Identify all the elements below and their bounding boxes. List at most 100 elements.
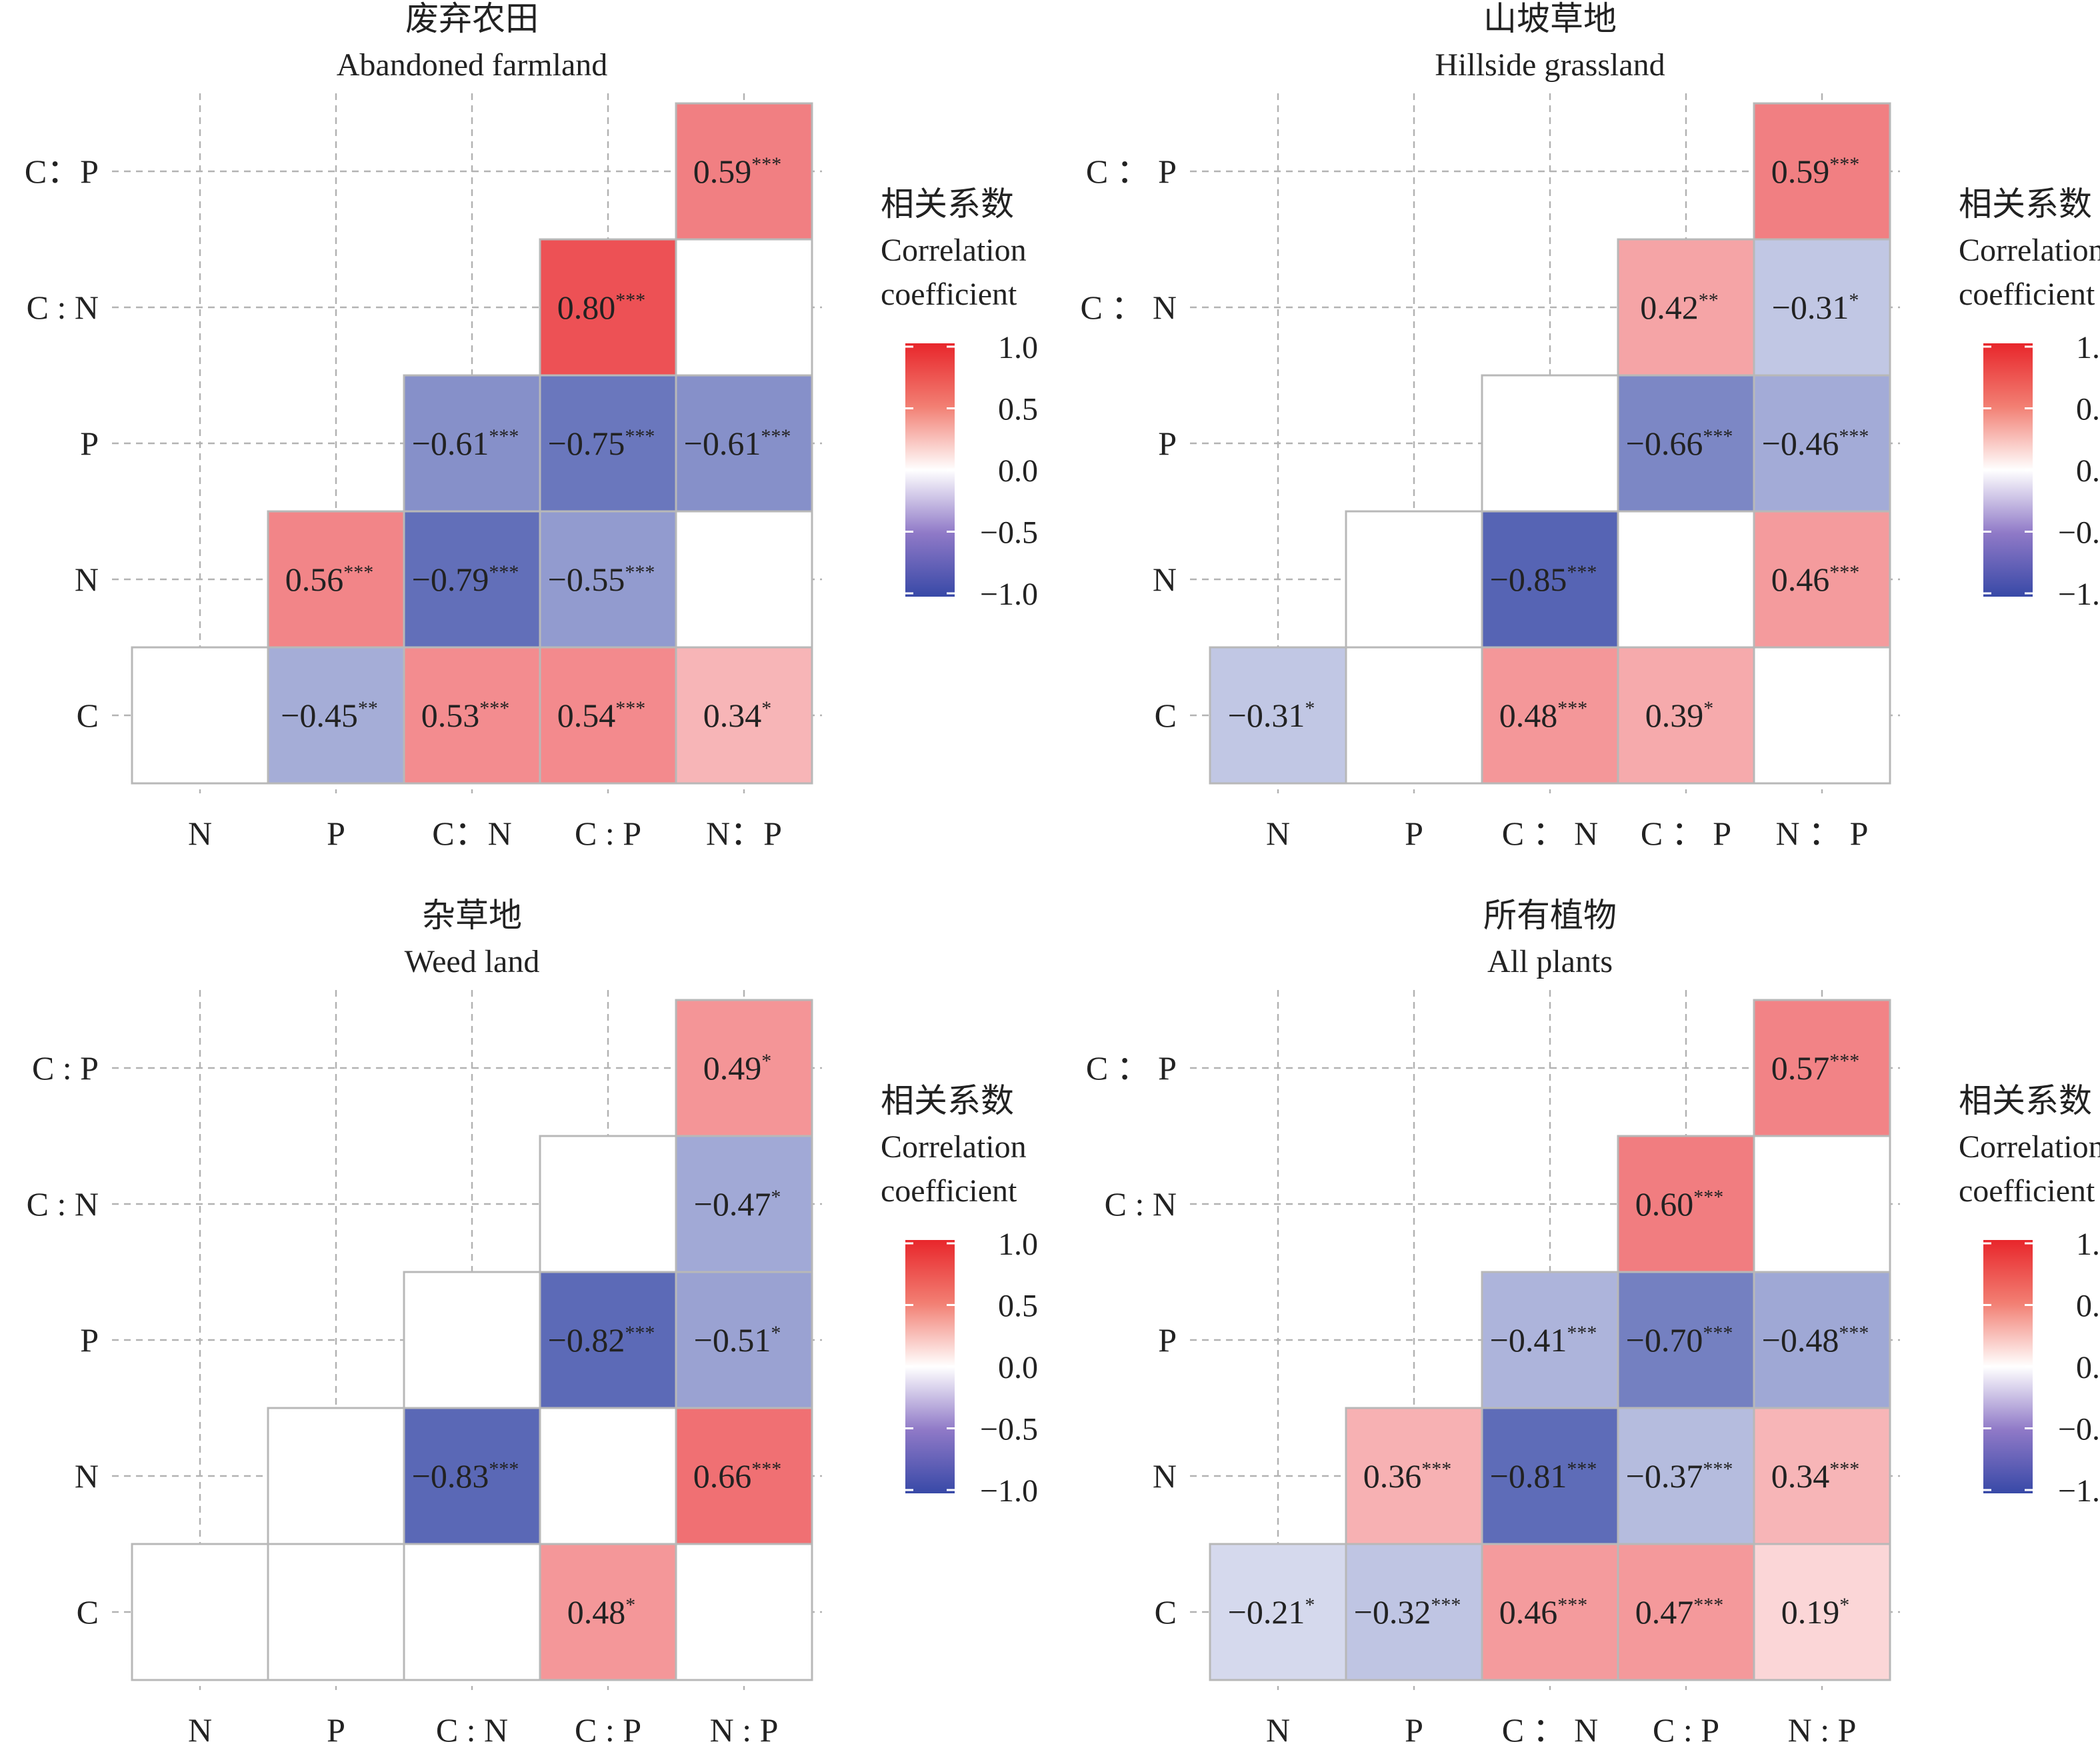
x-tick-label: C : N bbox=[436, 1711, 508, 1749]
y-tick-label: C bbox=[77, 697, 99, 734]
legend-title-cn: 相关系数 bbox=[881, 185, 1014, 223]
panel-title-cn: 废弃农田 bbox=[405, 0, 539, 37]
heatmap-cell bbox=[1617, 238, 1755, 377]
heatmap-cell bbox=[1481, 1407, 1619, 1545]
y-tick-label: N bbox=[75, 561, 99, 598]
color-legend: 相关系数 Correlation coefficient 1.0 0.5 0.0 −0.5 −… bbox=[881, 185, 1038, 612]
heatmap-cell bbox=[1753, 1271, 1891, 1409]
heatmap-cell bbox=[675, 1407, 813, 1545]
legend-title-en-1: Correlation bbox=[1959, 1129, 2100, 1165]
legend-title-cn: 相关系数 bbox=[881, 1082, 1014, 1119]
panel-title-en: Abandoned farmland bbox=[337, 47, 608, 83]
heatmap-cell bbox=[403, 1407, 541, 1545]
color-legend: 相关系数 Correlation coefficient 1.0 0.5 0.0 −0.5 −… bbox=[1959, 185, 2100, 612]
cell-value-label: −0.45** bbox=[281, 697, 378, 734]
legend-tick-label: −1.0 bbox=[980, 577, 1038, 612]
heatmap-cell bbox=[1617, 1407, 1755, 1545]
y-tick-label: C bbox=[1155, 697, 1177, 734]
x-tick-label: P bbox=[1405, 815, 1423, 852]
cell-value-label: 0.19* bbox=[1781, 1593, 1850, 1631]
x-tick-label: C ： N bbox=[1502, 815, 1598, 852]
y-tick-label: C ： P bbox=[1086, 1049, 1177, 1087]
y-tick-label: C : N bbox=[27, 1185, 99, 1223]
heatmap-cell bbox=[131, 1543, 269, 1681]
heatmap-cell bbox=[1753, 1407, 1891, 1545]
x-tick-label: N bbox=[1266, 1711, 1290, 1749]
legend-title-cn: 相关系数 bbox=[1959, 1082, 2092, 1119]
heatmap-cell bbox=[1481, 374, 1619, 513]
heatmap-cell bbox=[1617, 510, 1755, 649]
heatmap-cell bbox=[403, 374, 541, 513]
cell-value-label: 0.34* bbox=[703, 697, 772, 734]
heatmap-cell bbox=[1753, 238, 1891, 377]
heatmap-cell bbox=[675, 238, 813, 377]
heatmap-cell bbox=[539, 1543, 677, 1681]
panel-title-cn: 所有植物 bbox=[1483, 897, 1617, 934]
heatmap-cell bbox=[1617, 646, 1755, 785]
legend-tick-label: −0.5 bbox=[2058, 1412, 2100, 1447]
heatmap-cell bbox=[403, 1271, 541, 1409]
heatmap-cell bbox=[675, 102, 813, 241]
legend-title-en-1: Correlation bbox=[881, 233, 1027, 268]
cell-value-label: −0.41*** bbox=[1490, 1321, 1597, 1359]
color-legend: 相关系数 Correlation coefficient 1.0 0.5 0.0 −0.5 −… bbox=[1959, 1082, 2100, 1509]
legend-tick-label: 0.5 bbox=[998, 1289, 1038, 1324]
cell-value-label: −0.31* bbox=[1228, 697, 1315, 734]
heatmap-cell bbox=[539, 1135, 677, 1273]
heatmap-cell bbox=[539, 238, 677, 377]
y-tick-label: C ： P bbox=[1086, 153, 1177, 190]
legend-tick-label: 1.0 bbox=[2076, 330, 2100, 365]
y-tick-label: P bbox=[80, 425, 99, 462]
x-tick-label: C : P bbox=[1653, 1711, 1719, 1749]
legend-tick-label: −1.0 bbox=[2058, 577, 2100, 612]
heatmap-cell bbox=[267, 510, 405, 649]
heatmap-cell bbox=[267, 1407, 405, 1545]
legend-tick-label: 1.0 bbox=[998, 330, 1038, 365]
x-tick-label: C：N bbox=[432, 815, 511, 852]
legend-tick-label: −1.0 bbox=[2058, 1473, 2100, 1509]
x-tick-label: C ： P bbox=[1641, 815, 1731, 852]
x-tick-label: N bbox=[1266, 815, 1290, 852]
y-tick-label: N bbox=[1153, 1457, 1177, 1495]
cell-value-label: 0.57*** bbox=[1771, 1049, 1860, 1087]
legend-colorbar bbox=[1983, 1240, 2033, 1493]
x-tick-label: N : P bbox=[1788, 1711, 1857, 1749]
legend-title-en-2: coefficient bbox=[881, 1173, 1017, 1209]
heatmap-cell bbox=[539, 510, 677, 649]
legend-title-en-2: coefficient bbox=[881, 277, 1017, 312]
cell-value-label: 0.48* bbox=[567, 1593, 636, 1631]
heatmap-cell bbox=[1753, 646, 1891, 785]
y-tick-label: N bbox=[75, 1457, 99, 1495]
heatmap-cell bbox=[1753, 374, 1891, 513]
legend-title-en-2: coefficient bbox=[1959, 1173, 2095, 1209]
heatmap-cell bbox=[675, 1543, 813, 1681]
legend-tick-label: 0.0 bbox=[2076, 453, 2100, 489]
panel-title-en: All plants bbox=[1487, 944, 1613, 979]
heatmap-cell bbox=[1345, 646, 1483, 785]
legend-tick-label: 0.5 bbox=[2076, 1289, 2100, 1324]
legend-tick-label: 0.5 bbox=[998, 392, 1038, 427]
cell-value-label: 0.49* bbox=[703, 1049, 772, 1087]
heatmap-cell bbox=[403, 1543, 541, 1681]
x-tick-label: P bbox=[327, 815, 345, 852]
cell-value-label: −0.82*** bbox=[548, 1321, 655, 1359]
heatmap-cell bbox=[131, 646, 269, 785]
y-tick-label: C bbox=[77, 1593, 99, 1631]
x-tick-label: C ： N bbox=[1502, 1711, 1598, 1749]
x-tick-label: N bbox=[188, 815, 212, 852]
y-tick-label: C：P bbox=[25, 153, 99, 190]
legend-title-cn: 相关系数 bbox=[1959, 185, 2092, 223]
heatmap-cell bbox=[1617, 1135, 1755, 1273]
y-tick-label: P bbox=[1158, 425, 1177, 462]
heatmap-cell bbox=[1617, 1543, 1755, 1681]
y-tick-label: C : P bbox=[32, 1049, 99, 1087]
y-tick-label: P bbox=[80, 1321, 99, 1359]
legend-colorbar bbox=[1983, 343, 2033, 597]
heatmap-cell bbox=[1753, 999, 1891, 1137]
y-tick-label: C ： N bbox=[1081, 289, 1177, 326]
x-tick-label: N : P bbox=[710, 1711, 779, 1749]
